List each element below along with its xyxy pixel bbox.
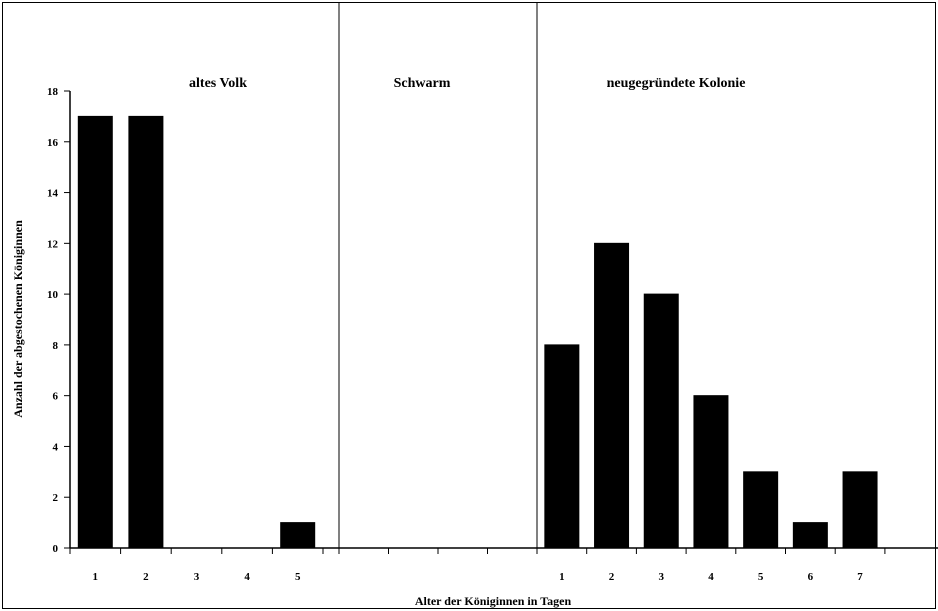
x-tick-label: 2 bbox=[143, 571, 149, 583]
x-axis-label: Alter der Königinnen in Tagen bbox=[415, 594, 572, 608]
y-tick-label: 6 bbox=[53, 391, 59, 403]
panel-title-neugegruendete-kolonie: neugegründete Kolonie bbox=[607, 76, 746, 91]
bar bbox=[643, 293, 679, 549]
panel-title-altes-volk: altes Volk bbox=[189, 76, 247, 91]
bar bbox=[544, 344, 580, 549]
bars bbox=[77, 115, 878, 549]
y-tick-label: 14 bbox=[47, 188, 59, 200]
x-tick-label: 5 bbox=[295, 571, 301, 583]
x-tick-label: 2 bbox=[609, 571, 615, 583]
bar bbox=[594, 242, 630, 549]
x-tick-label: 3 bbox=[194, 571, 200, 583]
x-tick-label: 5 bbox=[758, 571, 764, 583]
x-tick-label: 3 bbox=[659, 571, 665, 583]
y-tick-label: 0 bbox=[53, 543, 59, 555]
x-tick-label: 4 bbox=[244, 571, 250, 583]
x-tick-label: 1 bbox=[559, 571, 565, 583]
y-tick-label: 10 bbox=[47, 289, 59, 301]
y-tick-label: 16 bbox=[47, 137, 59, 149]
y-tick-label: 12 bbox=[47, 238, 59, 250]
y-axis-label: Anzahl der abgestochenen Königinnen bbox=[11, 220, 25, 418]
bar bbox=[77, 115, 113, 549]
x-tick-label: 1 bbox=[93, 571, 99, 583]
x-tick-label: 4 bbox=[708, 571, 714, 583]
bar bbox=[792, 522, 828, 549]
bar bbox=[693, 395, 729, 549]
x-tick-label: 7 bbox=[857, 571, 863, 583]
bar bbox=[743, 471, 779, 549]
bar bbox=[128, 115, 164, 549]
bar bbox=[280, 522, 316, 549]
y-tick-label: 2 bbox=[53, 492, 59, 504]
y-tick-label: 8 bbox=[53, 340, 59, 352]
y-tick-label: 18 bbox=[47, 86, 59, 98]
y-tick-label: 4 bbox=[53, 441, 59, 453]
bar bbox=[842, 471, 878, 549]
x-tick-label: 6 bbox=[808, 571, 814, 583]
panel-title-schwarm: Schwarm bbox=[394, 76, 451, 91]
panel-titles: altes Volk Schwarm neugegründete Kolonie bbox=[189, 76, 745, 91]
